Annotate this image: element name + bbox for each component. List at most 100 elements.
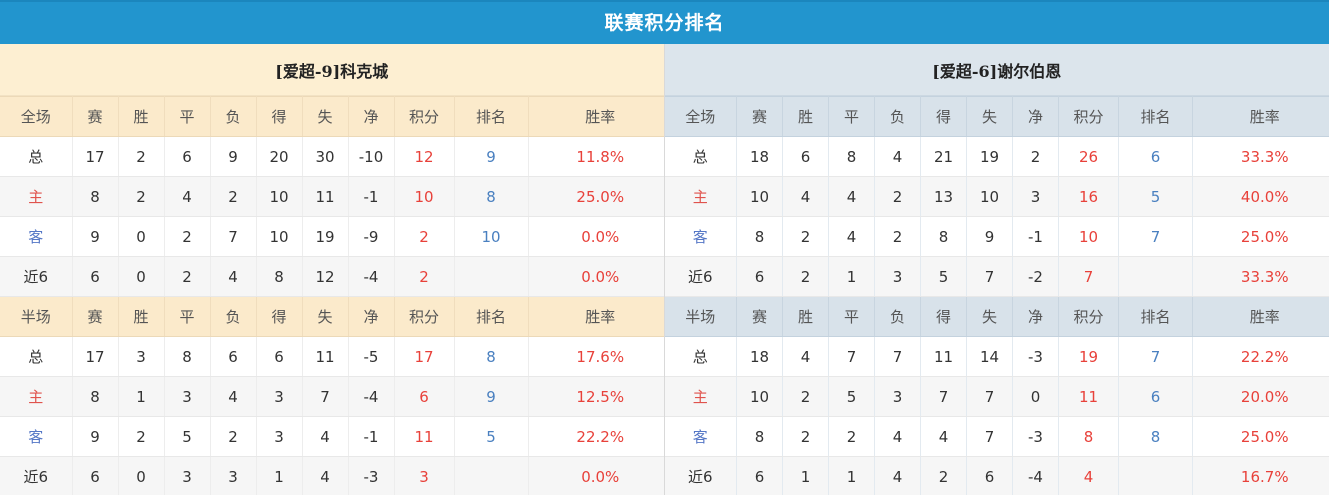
cell-goals-for: 13 xyxy=(920,176,967,217)
cell-loss: 2 xyxy=(210,176,257,217)
col-header-winrate: 胜率 xyxy=(528,296,664,337)
table-row[interactable]: 近6 6 0 2 4 8 12 -4 2 0.0% xyxy=(0,256,664,297)
cell-win: 4 xyxy=(782,176,829,217)
row-scope-label: 近6 xyxy=(664,456,737,495)
col-header-win: 胜 xyxy=(782,296,829,337)
col-header-draw: 平 xyxy=(828,96,875,137)
cell-win: 0 xyxy=(118,456,165,495)
table-row[interactable]: 主 10 4 4 2 13 10 3 16 5 40.0% xyxy=(664,176,1329,217)
col-header-rank: 排名 xyxy=(454,96,529,137)
cell-goal-diff: -4 xyxy=(348,376,395,417)
cell-points: 4 xyxy=(1058,456,1119,495)
row-scope-label: 近6 xyxy=(664,256,737,297)
fulltime-header-row-right: 全场 赛 胜 平 负 得 失 净 积分 排名 胜率 xyxy=(664,96,1329,137)
cell-loss: 7 xyxy=(874,336,921,377)
col-header-goal-diff: 净 xyxy=(348,96,395,137)
table-row[interactable]: 总 18 4 7 7 11 14 -3 19 7 22.2% xyxy=(664,336,1329,377)
cell-goals-for: 8 xyxy=(920,216,967,257)
team-panels-container: [爱超-9]科克城 全场 赛 胜 平 负 得 失 xyxy=(0,44,1329,495)
cell-points: 8 xyxy=(1058,416,1119,457)
cell-win: 1 xyxy=(782,456,829,495)
cell-goals-against: 19 xyxy=(302,216,349,257)
cell-draw: 5 xyxy=(164,416,211,457)
cell-win: 2 xyxy=(118,136,165,177)
team-panel-right: [爱超-6]谢尔伯恩 全场 赛 胜 平 负 得 失 xyxy=(664,44,1329,495)
team-name-band-left: [爱超-9]科克城 xyxy=(0,44,664,96)
cell-draw: 2 xyxy=(164,216,211,257)
col-header-scope: 全场 xyxy=(0,96,73,137)
cell-points: 11 xyxy=(394,416,455,457)
cell-played: 18 xyxy=(736,336,783,377)
table-row[interactable]: 主 8 2 4 2 10 11 -1 10 8 25.0% xyxy=(0,176,664,217)
col-header-goals-for: 得 xyxy=(920,296,967,337)
col-header-loss: 负 xyxy=(210,96,257,137)
table-row[interactable]: 总 17 2 6 9 20 30 -10 12 9 11.8% xyxy=(0,136,664,177)
cell-win: 4 xyxy=(782,336,829,377)
cell-goals-against: 10 xyxy=(966,176,1013,217)
cell-goal-diff: -9 xyxy=(348,216,395,257)
row-scope-label: 客 xyxy=(0,216,73,257)
cell-played: 10 xyxy=(736,376,783,417)
cell-rank: 5 xyxy=(1118,176,1193,217)
row-scope-label: 主 xyxy=(0,176,73,217)
cell-loss: 4 xyxy=(210,256,257,297)
cell-win: 0 xyxy=(118,216,165,257)
table-row[interactable]: 主 10 2 5 3 7 7 0 11 6 20.0% xyxy=(664,376,1329,417)
cell-goals-for: 1 xyxy=(256,456,303,495)
cell-played: 6 xyxy=(736,456,783,495)
stats-table-left: 全场 赛 胜 平 负 得 失 净 积分 排名 胜率 总 17 xyxy=(0,96,664,495)
col-header-draw: 平 xyxy=(164,296,211,337)
cell-goal-diff: -3 xyxy=(1012,336,1059,377)
row-scope-label: 总 xyxy=(0,336,73,377)
col-header-winrate: 胜率 xyxy=(1192,96,1329,137)
table-row[interactable]: 客 8 2 2 4 4 7 -3 8 8 25.0% xyxy=(664,416,1329,457)
cell-goal-diff: 0 xyxy=(1012,376,1059,417)
cell-goal-diff: -1 xyxy=(348,176,395,217)
cell-goals-against: 11 xyxy=(302,176,349,217)
cell-rank: 10 xyxy=(454,216,529,257)
cell-draw: 8 xyxy=(828,136,875,177)
table-row[interactable]: 近6 6 0 3 3 1 4 -3 3 0.0% xyxy=(0,456,664,495)
halftime-header-row-right: 半场 赛 胜 平 负 得 失 净 积分 排名 胜率 xyxy=(664,296,1329,337)
col-header-goals-for: 得 xyxy=(256,96,303,137)
cell-rank xyxy=(1118,256,1193,297)
table-row[interactable]: 近6 6 1 1 4 2 6 -4 4 16.7% xyxy=(664,456,1329,495)
cell-draw: 3 xyxy=(164,456,211,495)
cell-goals-for: 8 xyxy=(256,256,303,297)
cell-rank: 7 xyxy=(1118,216,1193,257)
cell-win: 2 xyxy=(118,416,165,457)
cell-played: 8 xyxy=(72,176,119,217)
cell-played: 9 xyxy=(72,216,119,257)
row-scope-label: 客 xyxy=(664,416,737,457)
col-header-win: 胜 xyxy=(118,296,165,337)
col-header-goals-against: 失 xyxy=(966,96,1013,137)
cell-goals-against: 12 xyxy=(302,256,349,297)
team-name-band-right: [爱超-6]谢尔伯恩 xyxy=(664,44,1329,96)
cell-loss: 9 xyxy=(210,136,257,177)
cell-played: 17 xyxy=(72,336,119,377)
cell-loss: 3 xyxy=(210,456,257,495)
cell-draw: 4 xyxy=(828,176,875,217)
table-row[interactable]: 客 9 0 2 7 10 19 -9 2 10 0.0% xyxy=(0,216,664,257)
col-header-played: 赛 xyxy=(736,296,783,337)
col-header-rank: 排名 xyxy=(1118,296,1193,337)
table-row[interactable]: 总 17 3 8 6 6 11 -5 17 8 17.6% xyxy=(0,336,664,377)
table-row[interactable]: 主 8 1 3 4 3 7 -4 6 9 12.5% xyxy=(0,376,664,417)
cell-goals-against: 7 xyxy=(966,256,1013,297)
cell-goal-diff: -3 xyxy=(348,456,395,495)
col-header-scope: 半场 xyxy=(664,296,737,337)
cell-loss: 2 xyxy=(874,176,921,217)
cell-goals-for: 21 xyxy=(920,136,967,177)
table-row[interactable]: 近6 6 2 1 3 5 7 -2 7 33.3% xyxy=(664,256,1329,297)
cell-draw: 3 xyxy=(164,376,211,417)
table-row[interactable]: 客 8 2 4 2 8 9 -1 10 7 25.0% xyxy=(664,216,1329,257)
col-header-loss: 负 xyxy=(874,296,921,337)
cell-goals-against: 14 xyxy=(966,336,1013,377)
table-row[interactable]: 总 18 6 8 4 21 19 2 26 6 33.3% xyxy=(664,136,1329,177)
col-header-goal-diff: 净 xyxy=(1012,296,1059,337)
table-row[interactable]: 客 9 2 5 2 3 4 -1 11 5 22.2% xyxy=(0,416,664,457)
cell-winrate: 0.0% xyxy=(528,256,664,297)
cell-rank: 8 xyxy=(454,336,529,377)
row-scope-label: 客 xyxy=(0,416,73,457)
